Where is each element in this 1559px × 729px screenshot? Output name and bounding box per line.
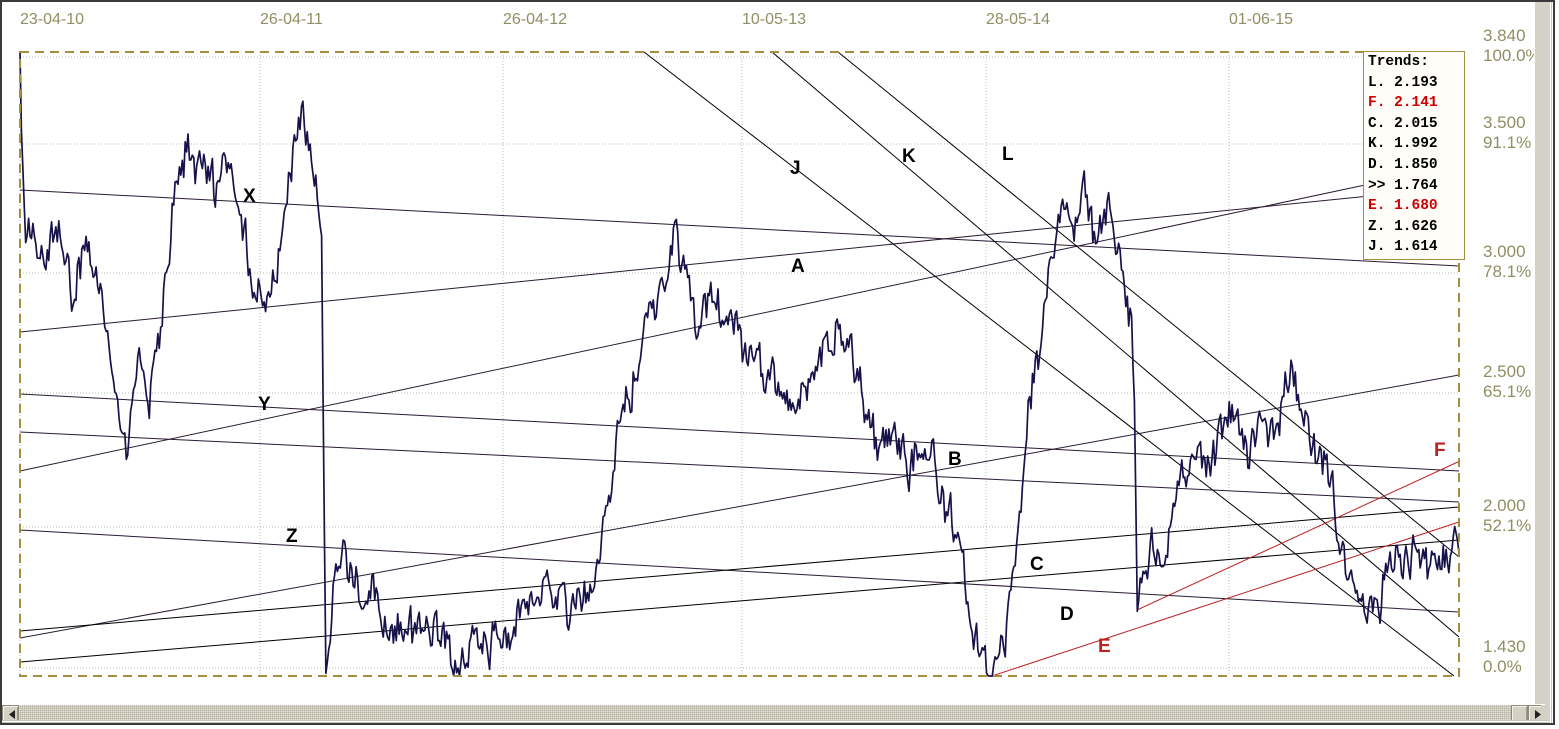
svg-text:26-04-11: 26-04-11 — [260, 11, 323, 28]
svg-text:3.840: 3.840 — [1483, 26, 1526, 45]
svg-text:X: X — [243, 186, 256, 207]
svg-text:B: B — [948, 449, 962, 470]
svg-text:65.1%: 65.1% — [1483, 382, 1531, 401]
svg-text:78.1%: 78.1% — [1483, 262, 1531, 281]
svg-text:2.500: 2.500 — [1483, 362, 1526, 381]
svg-text:1.430: 1.430 — [1483, 637, 1526, 656]
svg-text:D: D — [1060, 604, 1074, 625]
svg-text:01-06-15: 01-06-15 — [1229, 11, 1293, 28]
svg-text:26-04-12: 26-04-12 — [503, 11, 567, 28]
svg-text:3.500: 3.500 — [1483, 113, 1526, 132]
svg-text:F: F — [1434, 440, 1446, 461]
svg-text:C: C — [1030, 554, 1044, 575]
svg-text:A: A — [791, 256, 805, 277]
svg-text:Z: Z — [286, 526, 298, 547]
svg-text:100.0%: 100.0% — [1483, 46, 1541, 65]
svg-text:J: J — [790, 158, 801, 179]
svg-text:91.1%: 91.1% — [1483, 133, 1531, 152]
svg-text:Y: Y — [258, 394, 271, 415]
svg-text:52.1%: 52.1% — [1483, 516, 1531, 535]
svg-text:0.0%: 0.0% — [1483, 657, 1522, 676]
svg-text:28-05-14: 28-05-14 — [986, 11, 1050, 28]
svg-text:2.000: 2.000 — [1483, 496, 1526, 515]
svg-text:L: L — [1002, 144, 1014, 165]
svg-text:3.000: 3.000 — [1483, 242, 1526, 261]
svg-text:23-04-10: 23-04-10 — [20, 11, 84, 28]
svg-text:E: E — [1098, 636, 1111, 657]
svg-text:10-05-13: 10-05-13 — [742, 11, 806, 28]
svg-text:K: K — [902, 146, 916, 167]
